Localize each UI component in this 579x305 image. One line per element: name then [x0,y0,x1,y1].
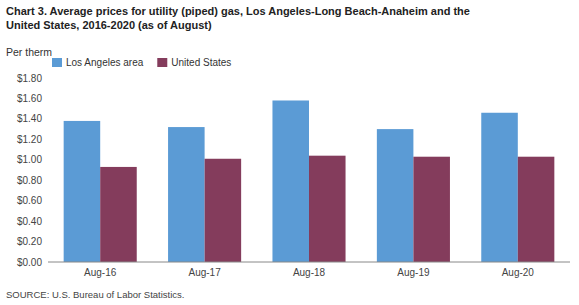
bar [518,157,555,262]
bar [377,129,414,262]
x-tick-label: Aug-19 [397,267,430,278]
y-tick-label: $0.20 [17,236,42,247]
y-tick-label: $0.40 [17,216,42,227]
bar [413,157,450,262]
bar [168,127,205,262]
x-tick-label: Aug-16 [84,267,117,278]
chart: Chart 3. Average prices for utility (pip… [0,0,579,305]
bar [100,167,137,262]
x-axis [48,262,570,263]
y-tick-label: $0.60 [17,195,42,206]
x-tick-label: Aug-18 [293,267,326,278]
legend-entry: United States [171,57,231,68]
source-note: SOURCE: U.S. Bureau of Labor Statistics. [6,289,184,300]
y-tick-label: $1.60 [17,93,42,104]
legend-entry: Los Angeles area [66,57,144,68]
y-tick-label: $0.00 [17,257,42,268]
bar [481,113,518,262]
y-tick-label: $0.80 [17,175,42,186]
bar [64,121,101,262]
title: United States, 2016-2020 (as of August) [6,19,212,31]
x-tick-label: Aug-17 [188,267,221,278]
y-tick-label: $1.20 [17,134,42,145]
legend-swatch [52,58,62,67]
bar [205,159,242,262]
legend-swatch [157,58,167,67]
y-label: Per therm [6,46,52,58]
y-tick-label: $1.00 [17,154,42,165]
y-tick-label: $1.80 [17,73,42,84]
x-tick-label: Aug-20 [502,267,535,278]
title: Chart 3. Average prices for utility (pip… [6,5,470,17]
bar [309,156,346,262]
y-tick-label: $1.40 [17,113,42,124]
bars [64,100,555,262]
bar [272,100,309,262]
